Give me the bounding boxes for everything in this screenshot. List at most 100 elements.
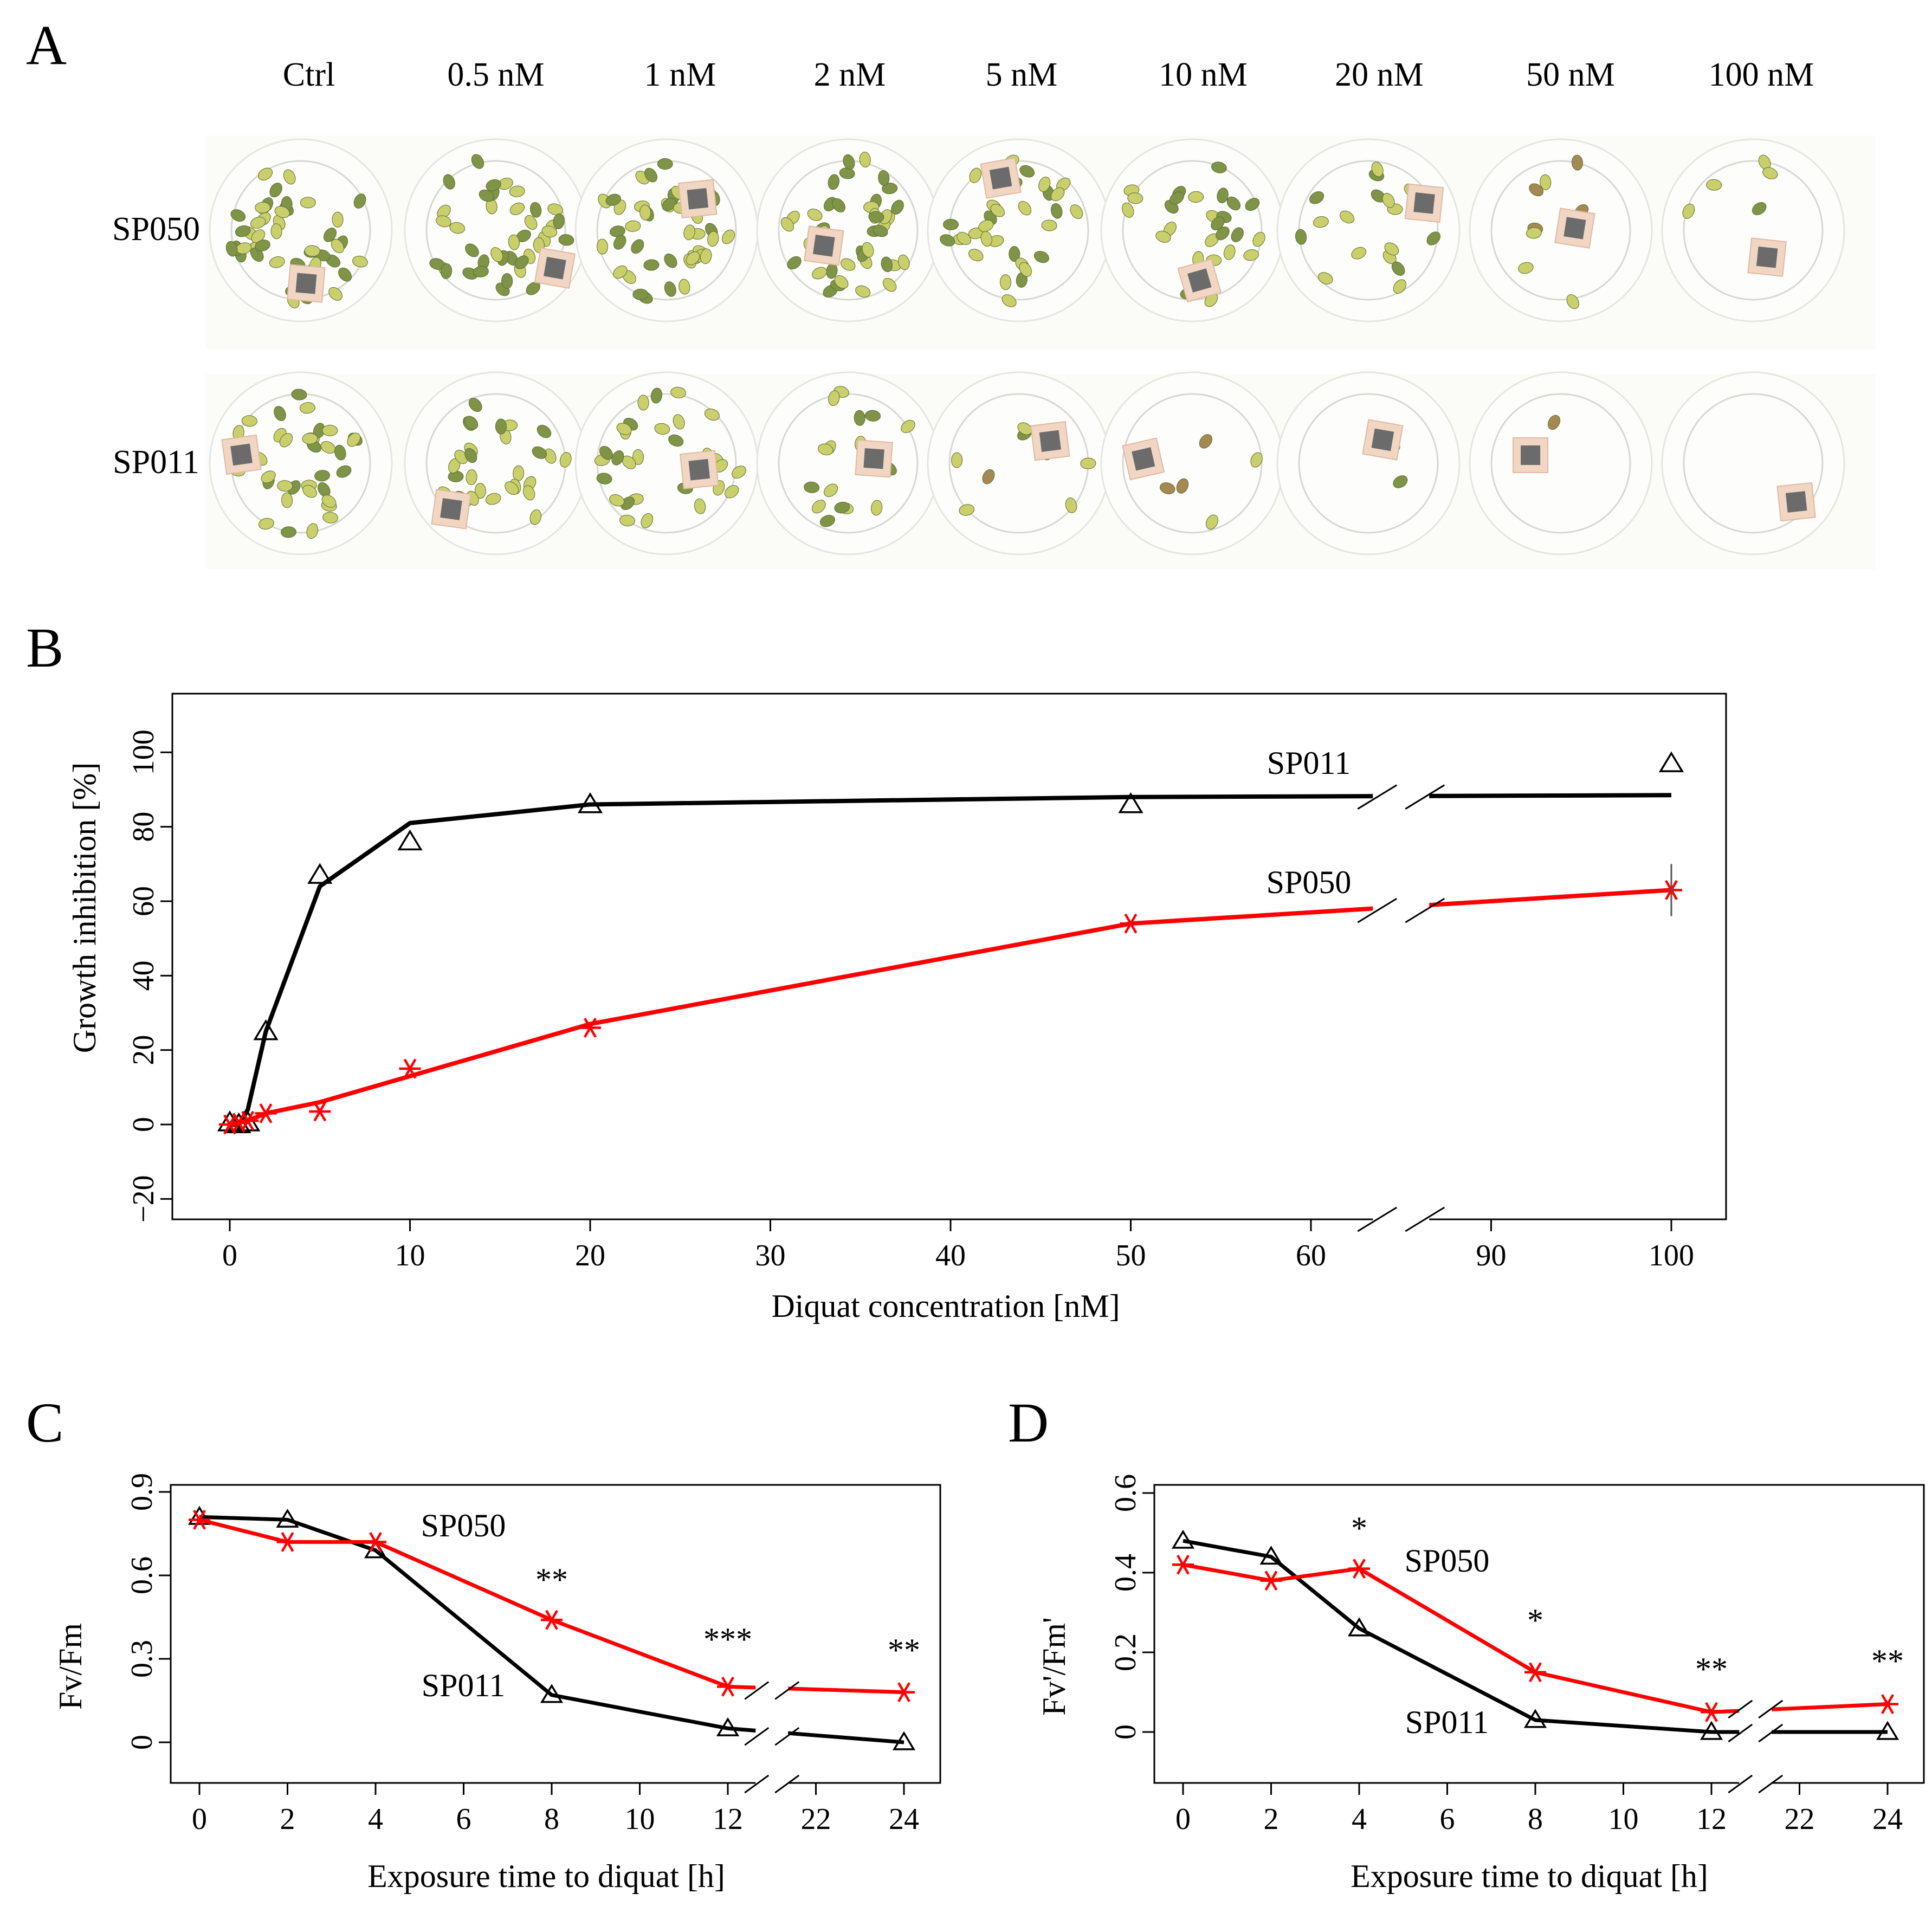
plate-rim xyxy=(404,138,588,322)
plate-marker xyxy=(534,247,576,289)
seedling-leaf xyxy=(631,239,644,254)
y-tick-label: 20 xyxy=(127,1035,160,1065)
series-SP050: SP050 xyxy=(189,1508,915,1703)
seedling-leaf xyxy=(347,432,361,447)
seedling-leaf xyxy=(353,193,366,209)
seedling-leaf xyxy=(957,232,972,245)
x-tick-label: 90 xyxy=(1476,1239,1507,1272)
column-label-8: 100 nM xyxy=(1709,56,1814,93)
seedling-leaf xyxy=(1566,294,1579,309)
seedling-leaf xyxy=(613,235,626,250)
plate-rim xyxy=(1661,138,1845,322)
panel-b-series: SP011 SP050 xyxy=(217,745,1684,1135)
panel-b-x-axis-label: Diquat concentration [nM] xyxy=(771,1288,1120,1324)
seedling-leaf xyxy=(490,247,503,262)
seedling-leaf xyxy=(322,512,339,524)
seedling-leaf xyxy=(641,513,654,528)
x-tick-label: 6 xyxy=(1440,1802,1455,1836)
x-tick-label: 12 xyxy=(1696,1802,1727,1836)
y-tick-label: 0.9 xyxy=(125,1473,159,1511)
plate xyxy=(1661,138,1845,322)
seedling-leaf xyxy=(613,265,628,279)
data-point xyxy=(1259,1546,1283,1565)
panel-a-column-headers: Ctrl 0.5 nM 1 nM 2 nM 5 nM 10 nM 20 nM 50 nM 100… xyxy=(283,56,1814,93)
seedling-leaf xyxy=(1231,227,1244,242)
seedling-leaf xyxy=(321,494,337,508)
panel-d-y-axis-label: Fv'/Fm' xyxy=(1036,1617,1072,1716)
plot-frame xyxy=(1153,1484,1925,1784)
plate-marker xyxy=(1177,258,1222,303)
x-tick-label: 0 xyxy=(192,1802,207,1836)
seedling-leaf xyxy=(644,167,658,183)
panel-b-label: B xyxy=(26,617,63,679)
plate-rim xyxy=(1661,371,1845,555)
seedling-leaf xyxy=(1540,174,1552,190)
series-label: SP050 xyxy=(421,1508,506,1543)
seedling-leaf xyxy=(338,267,352,282)
seedling-leaf xyxy=(632,288,649,300)
panel-a: A Ctrl 0.5 nM 1 nM 2 nM 5 nM 10 nM 20 nM 50 nM 1… xyxy=(26,14,1875,569)
data-point xyxy=(276,1531,299,1552)
x-tick-label: 22 xyxy=(801,1802,831,1836)
data-point xyxy=(1877,1694,1898,1714)
seedling-leaf xyxy=(683,224,695,241)
y-tick-label: 0.4 xyxy=(1109,1554,1142,1592)
seedling-leaf xyxy=(473,266,489,277)
plate-well xyxy=(425,160,566,301)
plate xyxy=(1276,371,1461,555)
plate-marker xyxy=(1554,208,1595,249)
seedling-leaf xyxy=(515,255,529,269)
data-point xyxy=(189,1509,210,1530)
seedling-leaf xyxy=(1391,261,1405,276)
seedling-leaf xyxy=(1080,457,1096,469)
seedling-leaf xyxy=(526,282,540,295)
seedling-leaf xyxy=(807,209,823,221)
data-point xyxy=(237,1110,259,1131)
seedling-leaf xyxy=(980,231,992,247)
seedling-leaf xyxy=(465,243,479,257)
seedling-leaf xyxy=(832,198,845,212)
x-tick-label: 30 xyxy=(755,1239,786,1272)
column-label-5: 10 nM xyxy=(1159,56,1248,93)
seedling-leaf xyxy=(901,419,915,434)
seedling-leaf xyxy=(281,492,293,508)
plate xyxy=(1276,138,1461,322)
seedling-leaf xyxy=(1393,279,1406,294)
seedling-leaf xyxy=(828,390,840,406)
seedling-leaf xyxy=(819,515,835,527)
series-line xyxy=(1183,1562,1888,1714)
seedling-leaf xyxy=(257,167,273,181)
fit-line xyxy=(230,793,1672,1127)
seedling-leaf xyxy=(448,470,464,482)
seedling-leaf xyxy=(694,498,706,514)
seedling-leaf xyxy=(328,287,343,301)
seedling-leaf xyxy=(1041,219,1057,231)
seedling-leaf xyxy=(969,167,982,183)
seedling-leaf xyxy=(474,483,486,499)
data-point xyxy=(397,829,423,851)
y-tick-label: 0.6 xyxy=(125,1556,159,1594)
seedling-leaf xyxy=(553,213,565,229)
seedling-leaf xyxy=(352,255,368,268)
seedling-leaf xyxy=(558,234,574,246)
seedling-leaf xyxy=(732,466,746,479)
plot-frame xyxy=(170,1484,941,1784)
seedling-leaf xyxy=(280,526,296,538)
seedling-leaf xyxy=(1065,497,1077,513)
plate-marker xyxy=(679,450,719,489)
seedling-leaf xyxy=(1050,203,1063,219)
data-point xyxy=(892,1731,916,1750)
seedling-leaf xyxy=(840,258,856,271)
seedling-leaf xyxy=(331,238,344,254)
seedling-leaf xyxy=(862,242,874,258)
seedling-leaf xyxy=(1529,183,1544,197)
seedling-leaf xyxy=(1211,161,1227,173)
plate xyxy=(209,138,393,322)
seedling-leaf xyxy=(1009,246,1020,262)
x-tick-label: 8 xyxy=(1528,1802,1543,1836)
seedling-leaf xyxy=(834,275,849,289)
seedling-leaf xyxy=(1313,216,1329,228)
